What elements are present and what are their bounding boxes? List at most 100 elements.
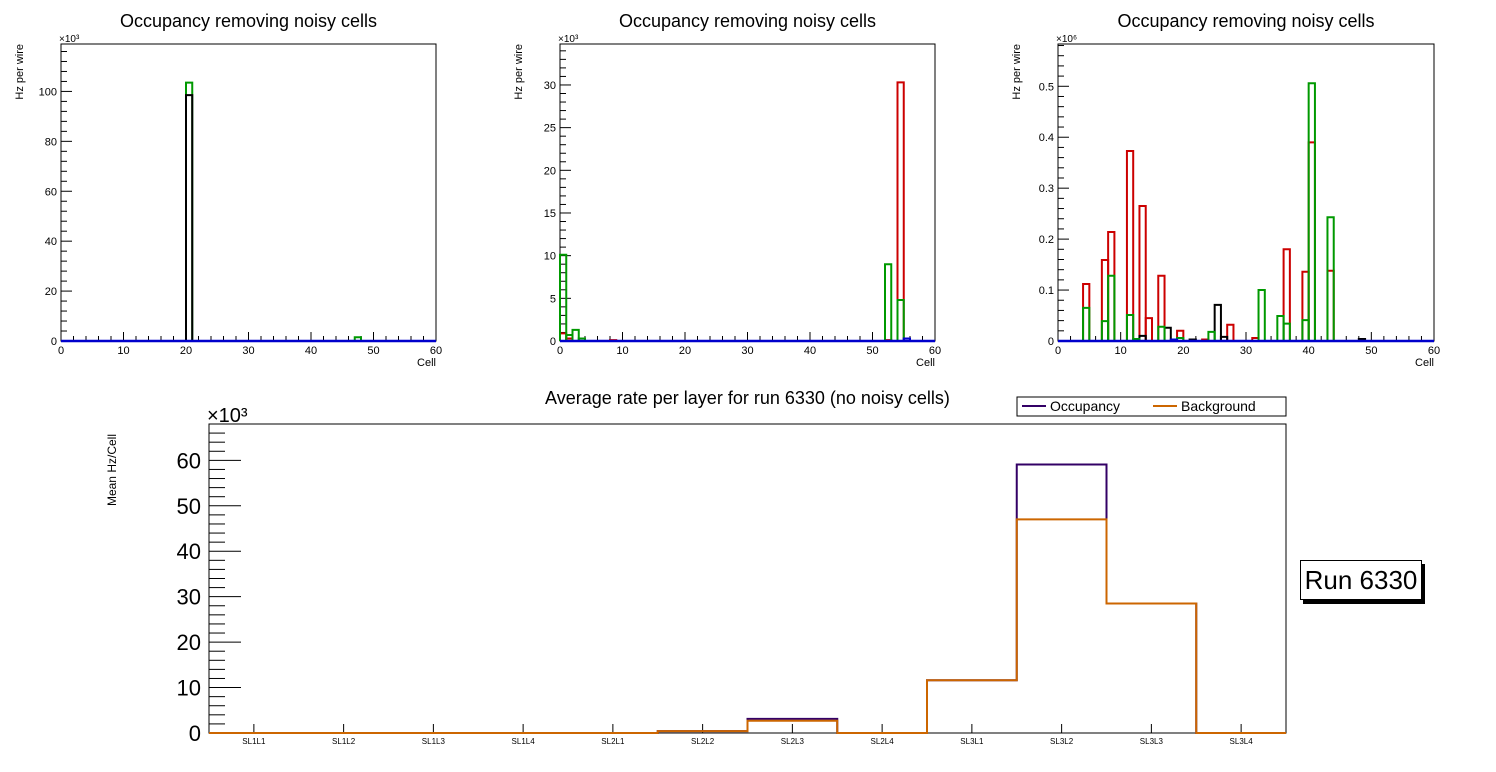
histogram-bin [1307,82,1316,341]
y-tick-label: 0.4 [1039,132,1054,144]
histogram-bin [896,299,905,341]
series-background [209,518,1286,734]
histogram-bin [1226,323,1235,341]
x-tick-label: SL2L1 [601,737,625,746]
x-tick-label: 10 [117,345,129,357]
histogram-bin [1082,306,1091,341]
histogram-bin [902,337,911,341]
plot-frame [60,43,437,342]
y-multiplier: ×10³ [59,34,80,45]
y-tick-label: 25 [544,123,556,135]
layer-rate-chart: Average rate per layer for run 6330 (no … [105,388,1287,746]
y-tick-label: 0.3 [1039,183,1054,195]
histogram-bin [1207,330,1216,341]
y-tick-label: 0.1 [1039,285,1054,297]
x-tick-label: 60 [929,345,941,357]
legend: Occupancy Background [1016,396,1287,417]
y-tick-label: 50 [177,494,201,519]
y-tick-label: 0 [189,721,201,746]
y-tick-label: 30 [177,585,201,610]
histogram-bin [884,263,893,341]
histogram-bin [1282,322,1291,341]
y-tick-label: 10 [544,251,556,263]
y-tick-label: 20 [45,286,57,298]
histogram-bin [1257,289,1266,341]
x-tick-label: SL3L3 [1140,737,1164,746]
x-tick-label: 0 [58,345,64,357]
series-occupancy [209,463,1286,734]
y-multiplier: ×10³ [558,34,579,45]
x-tick-label: 30 [1240,345,1252,357]
x-tick-label: SL3L4 [1230,737,1254,746]
histogram-bin [577,337,586,341]
chart-title: Average rate per layer for run 6330 (no … [545,388,950,408]
x-tick-label: SL1L2 [332,737,356,746]
histogram-bin [1326,216,1335,341]
x-tick-label: 30 [242,345,254,357]
y-tick-label: 60 [177,448,201,473]
y-tick-label: 40 [177,539,201,564]
histogram-bin [1176,329,1185,341]
x-tick-label: SL3L2 [1050,737,1074,746]
x-tick-label: 20 [180,345,192,357]
x-tick-label: SL1L1 [242,737,266,746]
x-tick-label: 50 [866,345,878,357]
x-axis-label: Cell [1415,357,1434,369]
x-tick-label: 10 [616,345,628,357]
panel-title: Occupancy removing noisy cells [619,11,876,31]
x-tick-label: 10 [1115,345,1127,357]
legend-label: Occupancy [1050,398,1120,414]
x-tick-label: 0 [1055,345,1061,357]
x-tick-label: SL2L2 [691,737,715,746]
x-tick-label: SL2L4 [871,737,895,746]
legend-box [1016,396,1287,417]
histogram-bin [1125,314,1135,341]
histogram-bin [896,81,905,341]
panel-title: Occupancy removing noisy cells [1117,11,1374,31]
histogram-bin [1219,335,1229,341]
histogram-bin [1107,274,1116,341]
histogram-bin [185,94,194,341]
x-tick-label: 60 [1428,345,1440,357]
y-tick-label: 10 [177,676,201,701]
histogram-panel-1: Occupancy removing noisy cells 0 20 40 60 80 1… [14,11,442,369]
run-label: Run 6330 [1304,565,1418,595]
y-tick-label: 30 [544,80,556,92]
x-axis-label: Cell [916,357,935,369]
histogram-bin [1282,248,1291,341]
y-tick-label: 0.5 [1039,81,1054,93]
y-tick-label: 0.2 [1039,234,1054,246]
x-tick-label: 20 [679,345,691,357]
y-axis-label: Hz per wire [1011,44,1023,100]
histogram-bin [1157,274,1166,341]
histogram-bin [1138,205,1147,341]
y-multiplier: ×10⁶ [1056,34,1077,45]
x-tick-label: 50 [1365,345,1377,357]
histogram-bin [1144,317,1153,341]
y-tick-label: 0 [1048,336,1054,348]
histogram-bin [1157,325,1166,341]
y-tick-label: 0 [550,336,556,348]
x-tick-label: 30 [741,345,753,357]
x-tick-label: 50 [367,345,379,357]
y-tick-label: 15 [544,208,556,220]
y-tick-label: 100 [39,86,57,98]
y-tick-label: 40 [45,236,57,248]
histogram-panel-2: Occupancy removing noisy cells 0 5 10 15 20 25… [513,11,941,369]
x-tick-label: SL2L3 [781,737,805,746]
y-axis-label: Hz per wire [14,44,26,100]
histogram-bin [559,253,568,341]
x-axis-label: Cell [417,357,436,369]
panel-title: Occupancy removing noisy cells [120,11,377,31]
y-tick-label: 20 [177,630,201,655]
x-tick-label: 40 [1303,345,1315,357]
x-tick-label: 20 [1177,345,1189,357]
histogram-panel-3: Occupancy removing noisy cells 0 0.1 0.2 0.3… [1011,11,1440,369]
y-tick-label: 0 [51,336,57,348]
y-tick-label: 60 [45,186,57,198]
histogram-bin [1125,149,1135,341]
x-tick-label: SL1L4 [512,737,536,746]
y-axis-label: Mean Hz/Cell [105,434,119,506]
y-axis-label: Hz per wire [513,44,525,100]
